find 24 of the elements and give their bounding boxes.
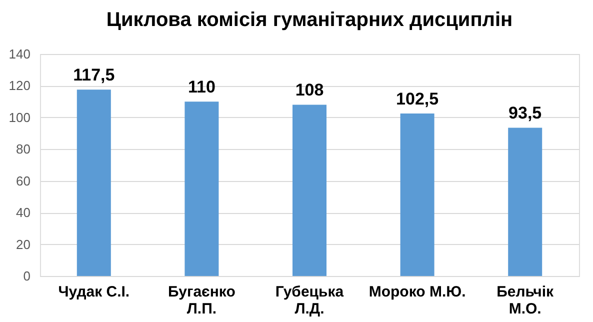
y-tick-label: 20 (16, 236, 30, 252)
bar (76, 90, 111, 276)
chart-title: Циклова комісія гуманітарних дисциплін (106, 9, 513, 31)
data-label: 108 (295, 80, 324, 100)
bar (292, 104, 326, 276)
y-tick-label: 120 (8, 78, 30, 94)
x-tick-label: Мороко М.Ю. (368, 284, 466, 300)
bar (184, 102, 219, 276)
y-tick-label: 140 (8, 46, 30, 62)
bar (508, 128, 542, 276)
y-tick-label: 0 (23, 268, 30, 284)
bar (400, 113, 434, 276)
y-tick-label: 80 (16, 142, 30, 157)
y-tick-label: 60 (16, 173, 30, 188)
x-tick-label: Чудак С.І. (58, 284, 130, 300)
data-label: 93,5 (508, 104, 542, 123)
x-tick-label: Бугаєнко Л.П. (168, 284, 236, 318)
data-label: 117,5 (73, 66, 115, 85)
x-tick-label: Губецька Л.Д. (275, 284, 344, 318)
data-label: 110 (188, 78, 216, 97)
y-tick-label: 100 (8, 110, 30, 125)
y-tick-label: 40 (16, 205, 30, 220)
x-tick-label: Бельчік М.О. (496, 284, 554, 318)
data-label: 102,5 (396, 89, 439, 108)
